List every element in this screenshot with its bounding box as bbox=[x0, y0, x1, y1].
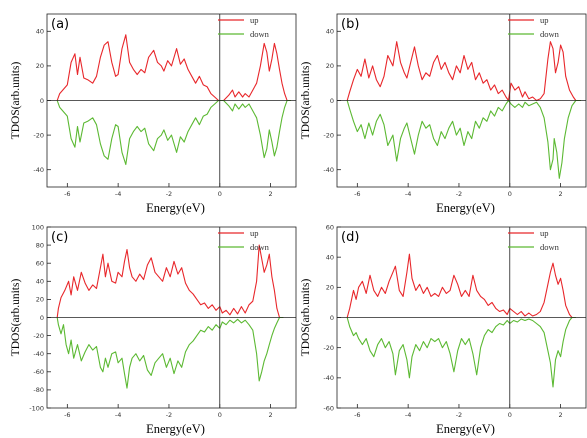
panel-d-xtick-label: 2 bbox=[559, 411, 563, 419]
panel-c-ytick-label: 40 bbox=[36, 278, 44, 286]
panel-d-label: (d) bbox=[341, 230, 359, 245]
panel-c-ytick-label: 0 bbox=[40, 314, 44, 322]
panel-c-ytick-label: 60 bbox=[36, 260, 44, 268]
panel-a-ytick-label: -40 bbox=[33, 166, 44, 174]
panel-b-series-down bbox=[346, 99, 581, 179]
panel-a-xtick-label: -2 bbox=[166, 190, 172, 198]
panel-b-ytick-label: -40 bbox=[323, 166, 334, 174]
panel-b-xtick-label: 2 bbox=[559, 190, 563, 198]
panel-c-ytick-label: 80 bbox=[36, 241, 44, 249]
panel-d-legend-label-up: up bbox=[540, 228, 549, 238]
panel-d-ytick-label: 0 bbox=[330, 314, 334, 322]
panel-c-label: (c) bbox=[51, 230, 68, 245]
panel-c-ytick-label: -80 bbox=[33, 386, 44, 394]
panel-c-ytick-label: -40 bbox=[33, 350, 44, 358]
panel-b-xtick-label: 0 bbox=[508, 190, 512, 198]
panel-a-xtick-label: -6 bbox=[64, 190, 70, 198]
panel-b-label: (b) bbox=[341, 17, 359, 32]
panel-b-ytick-label: 20 bbox=[326, 62, 334, 70]
panel-a-xtick-label: -4 bbox=[115, 190, 121, 198]
panel-b-ytick-label: -20 bbox=[323, 131, 334, 139]
panel-a-xtick-label: 0 bbox=[218, 190, 222, 198]
panel-a-xlabel: Energy(eV) bbox=[146, 201, 205, 215]
panel-c-xtick-label: -6 bbox=[64, 411, 70, 419]
panel-b-xlabel: Energy(eV) bbox=[436, 201, 495, 215]
panel-a-chart: -6 -4 -2 0 2-40-2002040Energy(eV)TDOS(arb.un… bbox=[10, 13, 297, 215]
panel-c-ylabel: TDOS(arb.units) bbox=[10, 279, 22, 357]
panel-a-ylabel: TDOS(arb.units) bbox=[10, 62, 22, 140]
panel-a-ytick-label: 40 bbox=[36, 28, 44, 36]
panel-b-legend-label-up: up bbox=[540, 15, 549, 25]
panel-d-ytick-label: -60 bbox=[323, 404, 334, 412]
panel-a-label: (a) bbox=[51, 17, 69, 32]
panel-d-chart: -6 -4 -2 0 2-60-40-200204060Energy(eV)TDOS(a… bbox=[300, 223, 587, 436]
panel-d-xtick-label: 0 bbox=[508, 411, 512, 419]
panel-d-xtick-label: -4 bbox=[405, 411, 411, 419]
panel-b-ytick-label: 0 bbox=[330, 97, 334, 105]
panel-d-series-up bbox=[346, 253, 576, 319]
panel-c-series-up bbox=[56, 244, 284, 319]
panel-c-ytick-label: -60 bbox=[33, 368, 44, 376]
panel-a-xtick-label: 2 bbox=[269, 190, 273, 198]
panel-d-ytick-label: 40 bbox=[326, 253, 334, 261]
panel-b-ylabel: TDOS(arb.units) bbox=[300, 62, 312, 140]
panel-c-ytick-label: 20 bbox=[36, 296, 44, 304]
panel-c-legend-label-up: up bbox=[250, 228, 259, 238]
panel-d-ytick-label: 20 bbox=[326, 284, 334, 292]
panel-c-chart: -6 -4 -2 0 2-100-80-60-40-20020406080100Ener… bbox=[10, 223, 297, 436]
panel-a-legend-label-down: down bbox=[250, 29, 270, 39]
panel-d-series-down bbox=[346, 316, 576, 388]
panel-c-series-down bbox=[56, 316, 284, 389]
panel-d-ytick-label: 60 bbox=[326, 223, 334, 231]
panel-b-ytick-label: 40 bbox=[326, 28, 334, 36]
panel-d-legend-label-down: down bbox=[540, 242, 560, 252]
panel-d-xlabel: Energy(eV) bbox=[436, 422, 495, 436]
panel-d-xtick-label: -6 bbox=[354, 411, 360, 419]
panel-a-legend-label-up: up bbox=[250, 15, 259, 25]
panel-c-ytick-label: -20 bbox=[33, 332, 44, 340]
panel-b-chart: -6 -4 -2 0 2-40-2002040Energy(eV)TDOS(arb.un… bbox=[300, 13, 587, 215]
panel-d-ylabel: TDOS(arb.units) bbox=[300, 279, 312, 357]
panel-a-series-up bbox=[56, 34, 291, 102]
panel-d-ytick-label: -40 bbox=[323, 374, 334, 382]
panel-b-series-up bbox=[346, 41, 581, 102]
panel-d-xtick-label: -2 bbox=[456, 411, 462, 419]
panel-d-ytick-label: -20 bbox=[323, 344, 334, 352]
panel-c-xlabel: Energy(eV) bbox=[146, 422, 205, 436]
panel-a-ytick-label: -20 bbox=[33, 131, 44, 139]
panel-a-ytick-label: 0 bbox=[40, 97, 44, 105]
panel-c-ytick-label: 100 bbox=[32, 223, 44, 231]
panel-b-xtick-label: -2 bbox=[456, 190, 462, 198]
panel-b-xtick-label: -6 bbox=[354, 190, 360, 198]
panel-c-xtick-label: -4 bbox=[115, 411, 121, 419]
panel-c-xtick-label: -2 bbox=[166, 411, 172, 419]
panel-c-ytick-label: -100 bbox=[29, 404, 44, 412]
panel-b-xtick-label: -4 bbox=[405, 190, 411, 198]
panel-c-xtick-label: 2 bbox=[269, 411, 273, 419]
panel-c-legend-label-down: down bbox=[250, 242, 270, 252]
panel-b-legend-label-down: down bbox=[540, 29, 560, 39]
panel-a-ytick-label: 20 bbox=[36, 62, 44, 70]
panel-c-xtick-label: 0 bbox=[218, 411, 222, 419]
panel-a-series-down bbox=[56, 99, 291, 166]
